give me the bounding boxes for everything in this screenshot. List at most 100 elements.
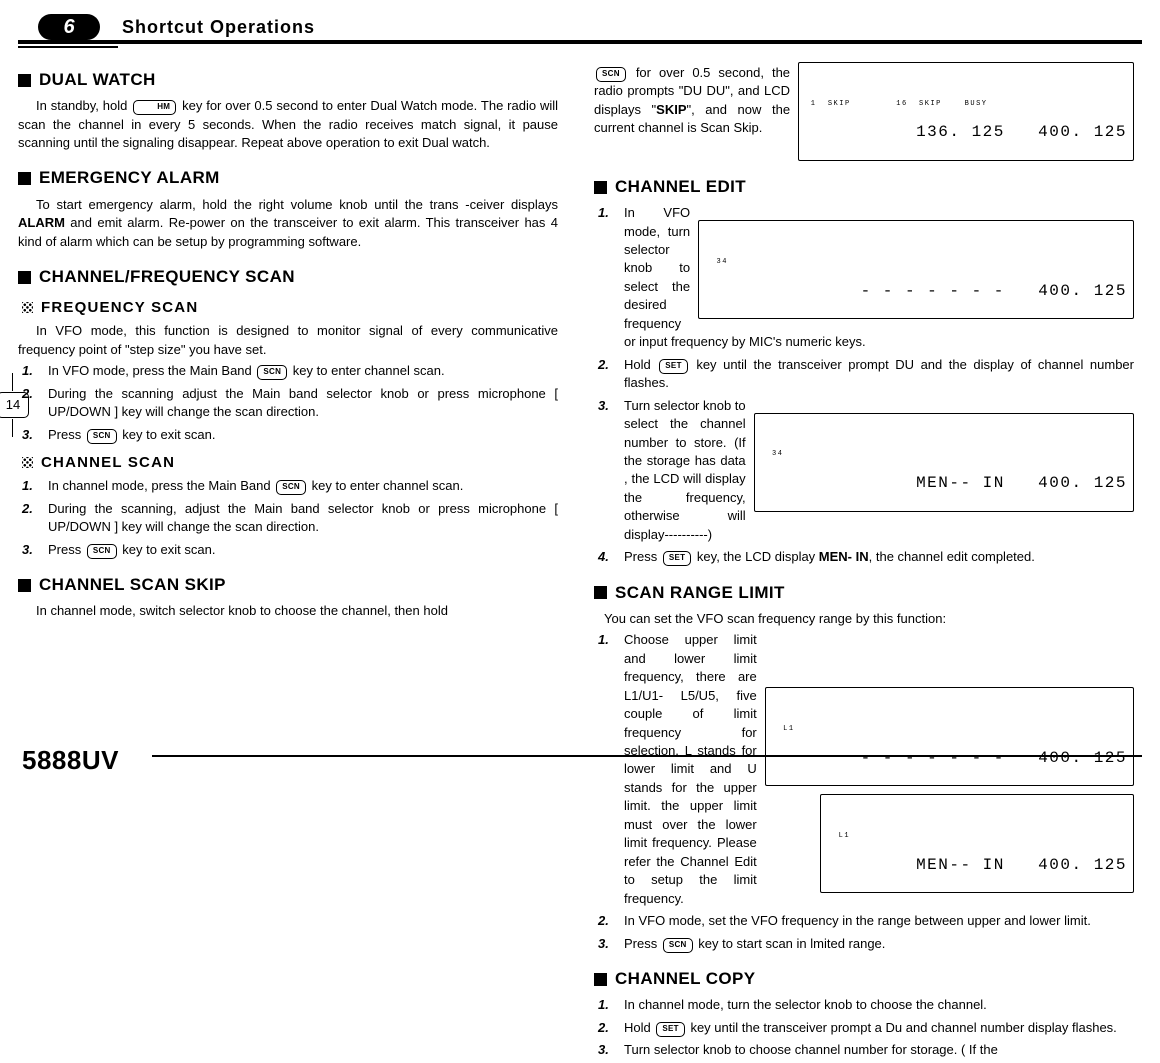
heading-channel-frequency-scan: CHANNEL/FREQUENCY SCAN [18, 265, 558, 289]
text: Press [48, 542, 85, 557]
step: During the scanning, adjust the Main ban… [48, 500, 558, 537]
text: Turn selector knob to select the channel… [624, 398, 746, 542]
emergency-text: To start emergency alarm, hold the right… [18, 196, 558, 251]
step-num: 2. [18, 500, 48, 537]
text: key to start scan in lmited range. [695, 936, 886, 951]
step: Press SCN key to exit scan. [48, 541, 558, 559]
text: key to exit scan. [119, 427, 216, 442]
scn-key-icon: SCN [87, 544, 117, 559]
lcd-channel-edit-2: 34 MEN-- IN 400. 125 [754, 413, 1134, 512]
skip-word: SKIP [656, 102, 686, 117]
step: Hold SET key until the transceiver promp… [624, 356, 1134, 393]
step: 34 MEN-- IN 400. 125 Turn selector knob … [624, 397, 1134, 545]
scan-skip-continuation: 1 SKIP 16 SKIP BUSY 136. 125 400. 125 SC… [594, 64, 1134, 161]
scn-key-icon: SCN [87, 429, 117, 444]
step: In channel mode, press the Main Band SCN… [48, 477, 558, 495]
scn-key-icon: SCN [257, 365, 287, 380]
page-number: 14 [0, 392, 29, 418]
chapter-header: 6 Shortcut Operations [18, 14, 1142, 54]
text: key, the LCD display [693, 549, 818, 564]
step-num: 3. [594, 935, 624, 953]
text: and emit alarm. Re-power on the transcei… [18, 215, 558, 248]
step: In channel mode, turn the selector knob … [624, 996, 1134, 1014]
scan-range-intro: You can set the VFO scan frequency range… [594, 610, 1134, 628]
heading-dual-watch: DUAL WATCH [18, 68, 558, 92]
heading-channel-scan-skip: CHANNEL SCAN SKIP [18, 573, 558, 597]
step: Press SET key, the LCD display MEN- IN, … [624, 548, 1134, 566]
heading-channel-edit: CHANNEL EDIT [594, 175, 1134, 199]
step-num: 4. [594, 548, 624, 566]
heading-channel-copy: CHANNEL COPY [594, 967, 1134, 991]
step: During the scanning adjust the Main band… [48, 385, 558, 422]
lcd-main: - - - - - - - 400. 125 [861, 282, 1127, 300]
step-num: 2. [594, 912, 624, 930]
text: Press [624, 549, 661, 564]
text: In channel mode, press the Main Band [48, 478, 274, 493]
lcd-annotation: 34 [761, 450, 1127, 458]
step: 34 - - - - - - - 400. 125 In VFO mode, t… [624, 204, 1134, 352]
frequency-scan-intro: In VFO mode, this function is designed t… [18, 322, 558, 359]
text: , the channel edit completed. [869, 549, 1035, 564]
dual-watch-text: In standby, hold HM key for over 0.5 sec… [18, 97, 558, 152]
channel-copy-steps: 1. In channel mode, turn the selector kn… [594, 996, 1134, 1059]
step-num: 3. [18, 426, 48, 444]
lcd-channel-edit-1: 34 - - - - - - - 400. 125 [698, 220, 1134, 319]
lcd-annotation: 1 SKIP 16 SKIP BUSY [805, 100, 1127, 108]
frequency-scan-steps: 1. In VFO mode, press the Main Band SCN … [18, 362, 558, 444]
text: key until the transceiver prompt DU and … [624, 357, 1134, 390]
lcd-scan-skip: 1 SKIP 16 SKIP BUSY 136. 125 400. 125 [798, 62, 1134, 161]
subheading-frequency-scan: FREQUENCY SCAN [22, 297, 558, 318]
lcd-range-2: L1 MEN-- IN 400. 125 [820, 794, 1134, 893]
scan-range-steps: 1. Choose upper limit and lower limit fr… [594, 631, 1134, 953]
step-num: 1. [18, 362, 48, 380]
step-num: 3. [18, 541, 48, 559]
subheading-channel-scan: CHANNEL SCAN [22, 452, 558, 473]
chapter-number-badge: 6 [38, 14, 100, 40]
step: In VFO mode, press the Main Band SCN key… [48, 362, 558, 380]
step-num: 1. [18, 477, 48, 495]
lcd-main: 136. 125 400. 125 [916, 123, 1127, 141]
hm-key-icon: HM [133, 100, 176, 115]
page-footer: 5888UV [22, 755, 1142, 777]
scn-key-icon: SCN [276, 480, 306, 495]
text: key to enter channel scan. [289, 363, 444, 378]
step: Press SCN key to exit scan. [48, 426, 558, 444]
lcd-annotation: L1 [772, 725, 1127, 733]
heading-emergency-alarm: EMERGENCY ALARM [18, 166, 558, 190]
text: Hold [624, 1020, 654, 1035]
set-key-icon: SET [659, 359, 687, 374]
set-key-icon: SET [663, 551, 691, 566]
lcd-annotation: 34 [705, 258, 1127, 266]
step-num: 2. [594, 356, 624, 393]
step-num: 3. [594, 397, 624, 545]
alarm-word: ALARM [18, 215, 65, 230]
text: key until the transceiver prompt a Du an… [687, 1020, 1117, 1035]
channel-scan-skip-text: In channel mode, switch selector knob to… [18, 602, 558, 620]
chapter-title: Shortcut Operations [122, 17, 315, 38]
text: In VFO mode, press the Main Band [48, 363, 255, 378]
channel-scan-steps: 1. In channel mode, press the Main Band … [18, 477, 558, 559]
text: To start emergency alarm, hold the right… [36, 197, 558, 212]
scn-key-icon: SCN [663, 938, 693, 953]
scn-key-icon: SCN [596, 67, 626, 82]
lcd-main: MEN-- IN 400. 125 [916, 856, 1127, 874]
lcd-main: MEN-- IN 400. 125 [916, 474, 1127, 492]
text: Press [624, 936, 661, 951]
menin-word: MEN- IN [819, 549, 869, 564]
model-number: 5888UV [22, 745, 129, 776]
channel-edit-steps: 1. 34 - - - - - - - 400. 125 In VFO mode… [594, 204, 1134, 567]
text: Hold [624, 357, 657, 372]
step: Turn selector knob to choose channel num… [624, 1041, 1134, 1059]
text: Press [48, 427, 85, 442]
set-key-icon: SET [656, 1022, 684, 1037]
step-num: 1. [594, 204, 624, 352]
step-num: 1. [594, 996, 624, 1014]
step: Press SCN key to start scan in lmited ra… [624, 935, 1134, 953]
step-num: 3. [594, 1041, 624, 1059]
text: In standby, hold [36, 98, 131, 113]
step: In VFO mode, set the VFO frequency in th… [624, 912, 1134, 930]
text: key to enter channel scan. [308, 478, 463, 493]
step-num: 2. [594, 1019, 624, 1037]
text: key to exit scan. [119, 542, 216, 557]
right-column: 1 SKIP 16 SKIP BUSY 136. 125 400. 125 SC… [594, 64, 1134, 1063]
